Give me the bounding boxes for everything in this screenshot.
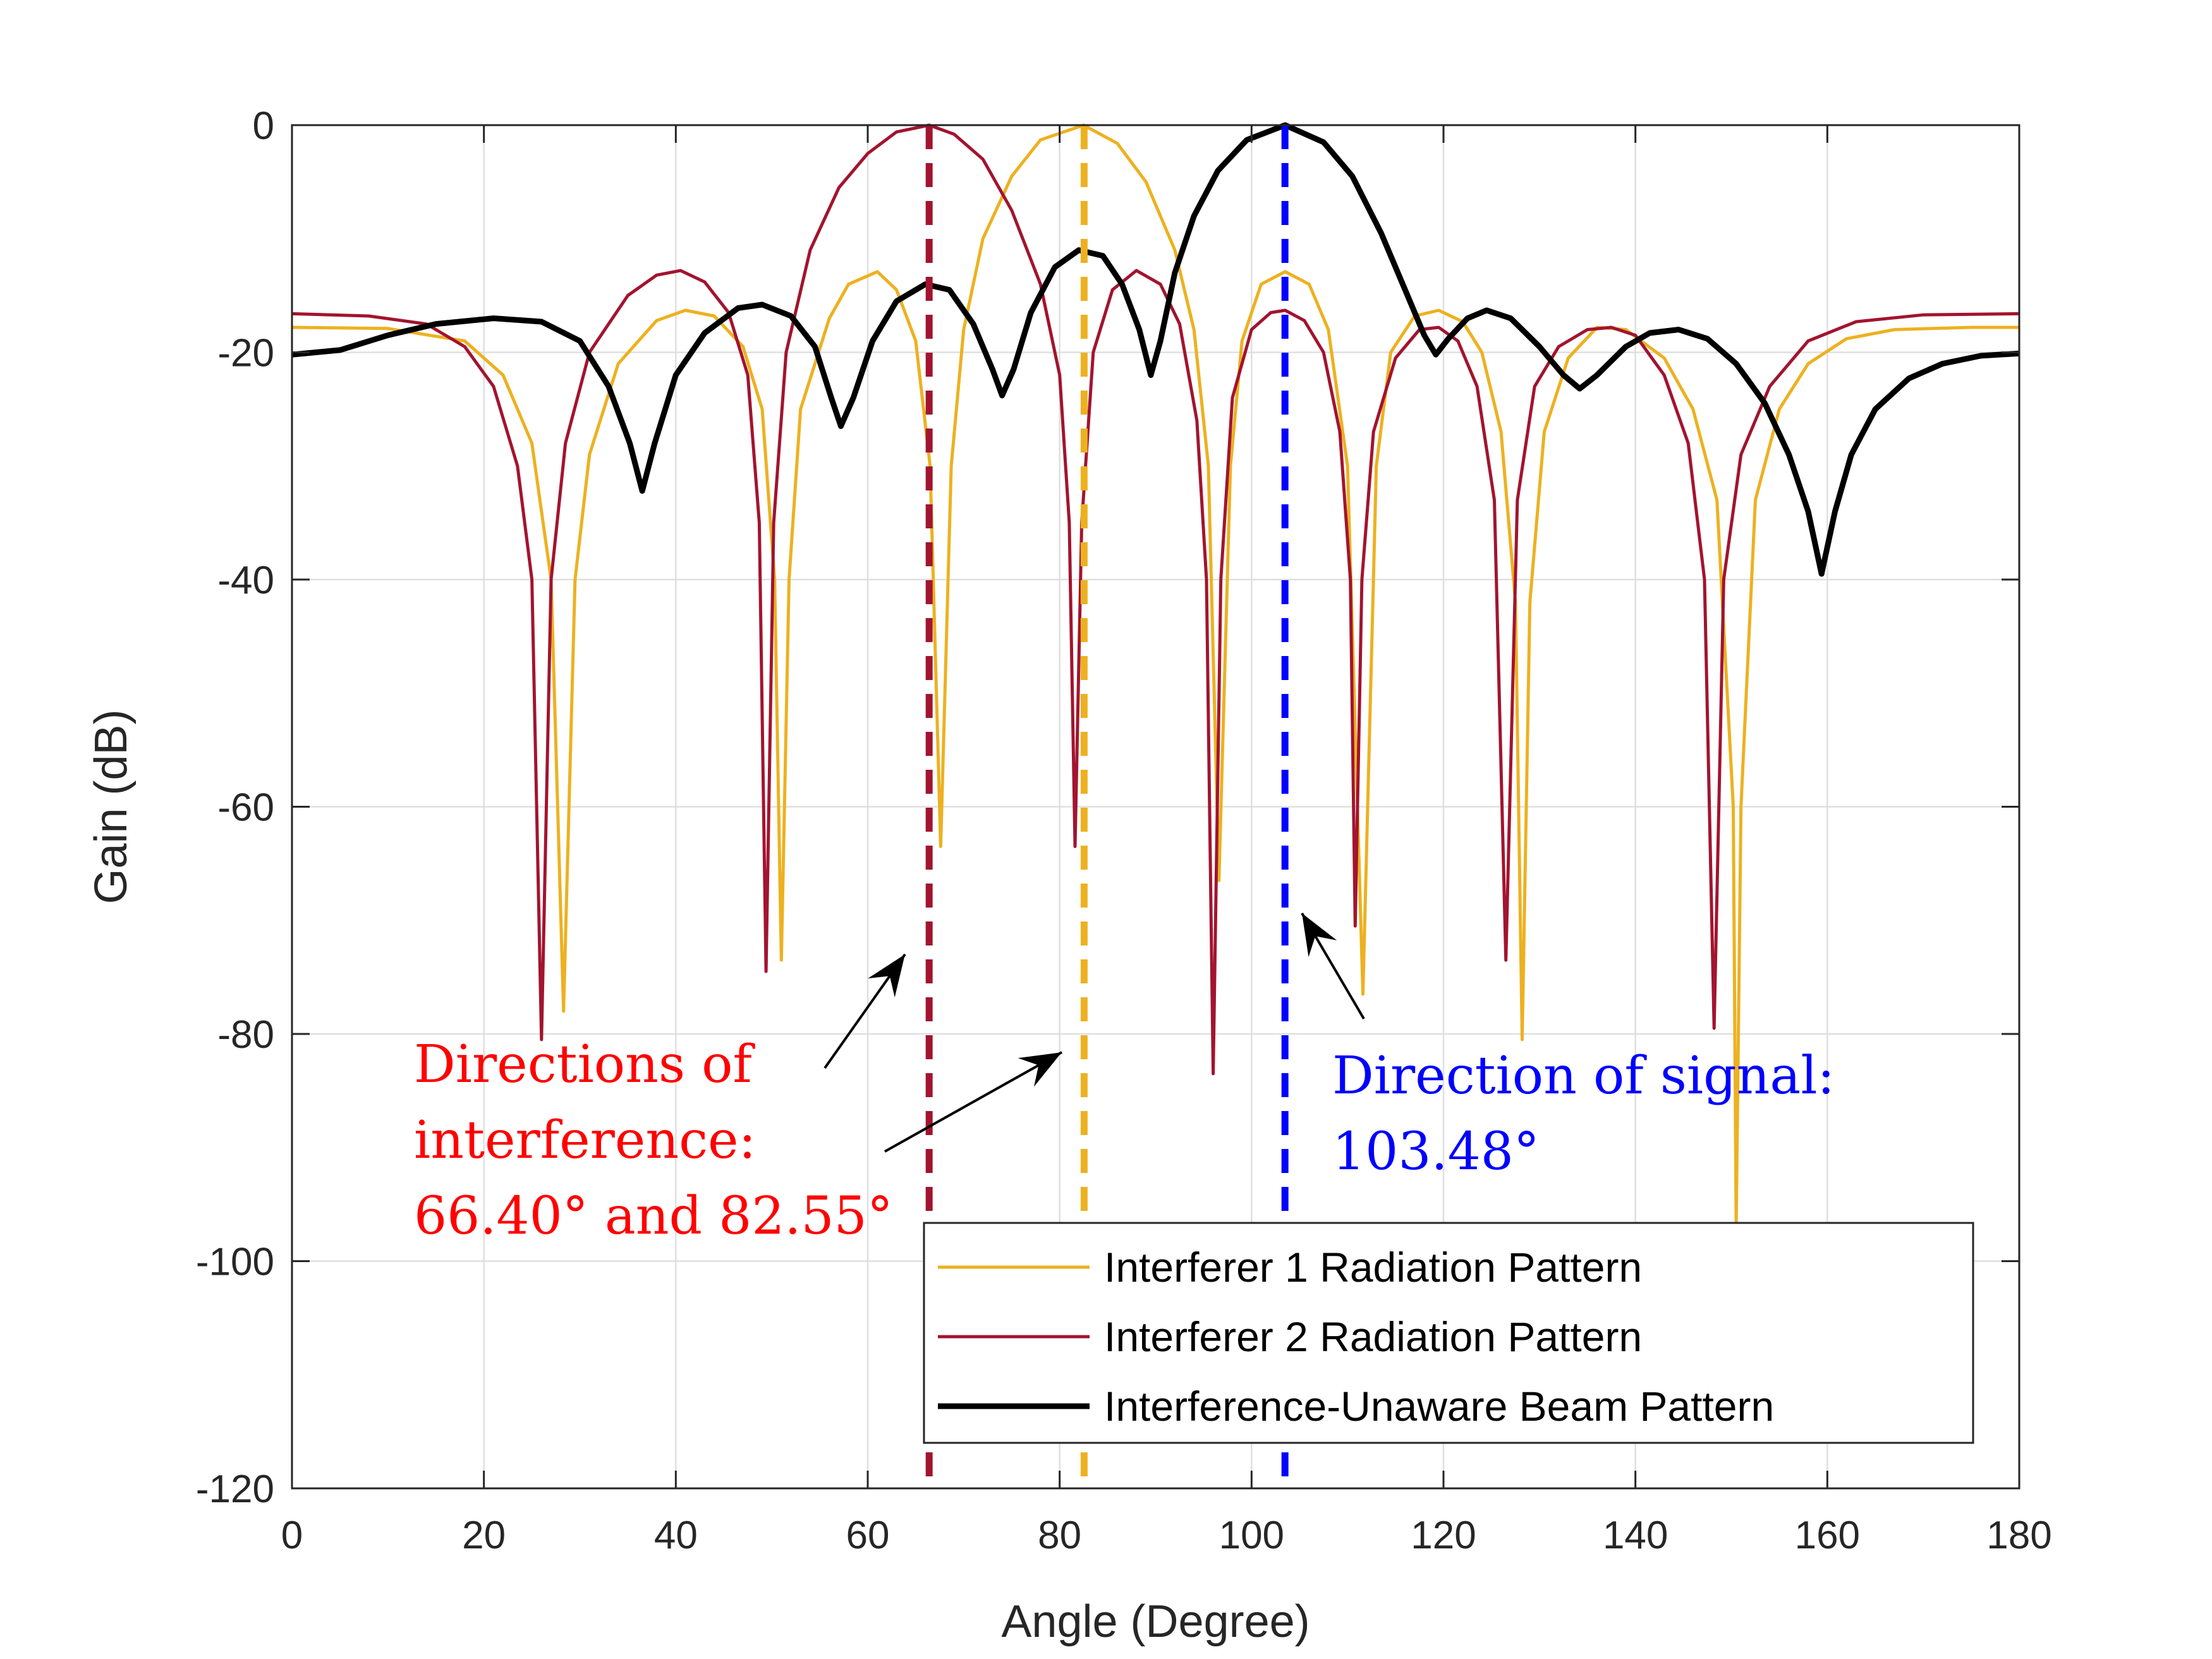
y-axis-title: Gain (dB) xyxy=(86,709,137,904)
interference-annotation-line-3: 66.40° and 82.55° xyxy=(414,1186,893,1246)
y-tick-label: -100 xyxy=(196,1241,274,1284)
signal-annotation-line-1: Direction of signal: xyxy=(1332,1046,1835,1106)
annotation-arrows xyxy=(823,912,1365,1153)
y-tick-label: -120 xyxy=(196,1468,274,1511)
interference-annotation-line-2: interference: xyxy=(414,1110,756,1170)
y-tick-label: 0 xyxy=(253,104,274,148)
interference-annotation-line-1: Directions of xyxy=(414,1035,755,1095)
x-axis-ticks: 0 20 40 60 80 100 120 140 160 180 xyxy=(281,125,2052,1557)
arrow-interferer-2-head xyxy=(868,954,905,998)
x-tick-label: 100 xyxy=(1219,1514,1284,1557)
y-tick-label: -60 xyxy=(217,786,274,830)
x-tick-label: 120 xyxy=(1411,1514,1476,1557)
x-tick-label: 20 xyxy=(462,1514,506,1557)
arrow-signal-head xyxy=(1302,913,1337,957)
legend-box xyxy=(923,1222,1974,1444)
plot-series xyxy=(291,122,2020,1488)
y-tick-label: -80 xyxy=(217,1013,274,1057)
legend-label-unaware-beam: Interference-Unaware Beam Pattern xyxy=(1104,1383,1774,1430)
x-tick-label: 0 xyxy=(281,1514,303,1557)
x-tick-label: 180 xyxy=(1986,1514,2051,1557)
x-tick-label: 80 xyxy=(1038,1514,1081,1557)
annotations: Directions of interference: 66.40° and 8… xyxy=(414,912,1835,1246)
unaware-beam-line xyxy=(291,122,2020,577)
legend: Interferer 1 Radiation Pattern Interfere… xyxy=(923,1222,1974,1444)
legend-label-interferer-2: Interferer 2 Radiation Pattern xyxy=(1104,1313,1642,1360)
interferer-1-line xyxy=(291,123,2019,1229)
arrow-interferer-1-shaft xyxy=(884,1051,1062,1153)
interferer-2-line xyxy=(291,123,2020,1076)
y-tick-label: -40 xyxy=(217,559,274,602)
y-tick-label: -20 xyxy=(217,332,274,375)
x-tick-label: 40 xyxy=(654,1514,698,1557)
x-tick-label: 140 xyxy=(1603,1514,1668,1557)
x-tick-label: 60 xyxy=(846,1514,890,1557)
x-axis-title: Angle (Degree) xyxy=(1001,1596,1310,1647)
arrow-interferer-1-head xyxy=(1018,1052,1062,1087)
x-tick-label: 160 xyxy=(1795,1514,1860,1557)
legend-label-interferer-1: Interferer 1 Radiation Pattern xyxy=(1104,1244,1642,1291)
y-axis-ticks: 0 -20 -40 -60 -80 -100 -120 xyxy=(196,104,2019,1511)
signal-annotation-line-2: 103.48° xyxy=(1332,1122,1540,1182)
